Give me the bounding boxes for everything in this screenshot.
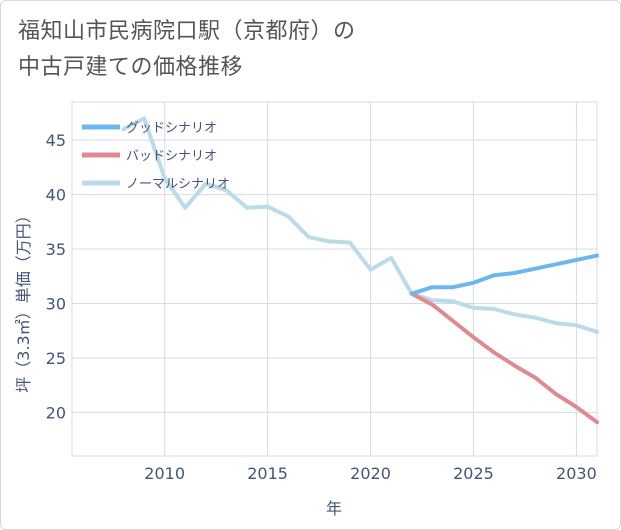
y-tick-label: 30 [46,295,66,314]
series-line-2 [121,116,599,334]
title-line-2: 中古戸建ての価格推移 [18,55,244,80]
chart-title: 福知山市民病院口駅（京都府）の 中古戸建ての価格推移 [18,14,356,86]
y-tick-label: 40 [46,186,66,205]
x-tick-label: 2015 [247,464,288,483]
series-line-1 [409,291,599,425]
y-tick-label: 25 [46,349,66,368]
x-tick-labels: 2010 2015 2020 2025 2030 [144,464,596,483]
legend-label-1: バッドシナリオ [126,149,217,164]
legend-label-0: グッドシナリオ [126,121,217,136]
title-line-1: 福知山市民病院口駅（京都府）の [18,19,356,44]
x-tick-label: 2030 [556,464,597,483]
y-tick-label: 35 [46,240,66,259]
legend-label-2: ノーマルシナリオ [126,177,230,192]
series-lines [121,116,599,425]
series-line-0 [409,253,599,296]
x-tick-label: 2020 [350,464,391,483]
y-axis-label: 坪（3.3㎡）単価（万円） [14,207,33,392]
y-tick-labels: 20 25 30 35 40 45 [46,131,66,422]
grid-lines [72,102,597,456]
x-tick-label: 2010 [144,464,185,483]
x-axis-label: 年 [326,499,342,518]
y-tick-label: 20 [46,403,66,422]
x-tick-label: 2025 [453,464,494,483]
y-tick-label: 45 [46,131,66,150]
